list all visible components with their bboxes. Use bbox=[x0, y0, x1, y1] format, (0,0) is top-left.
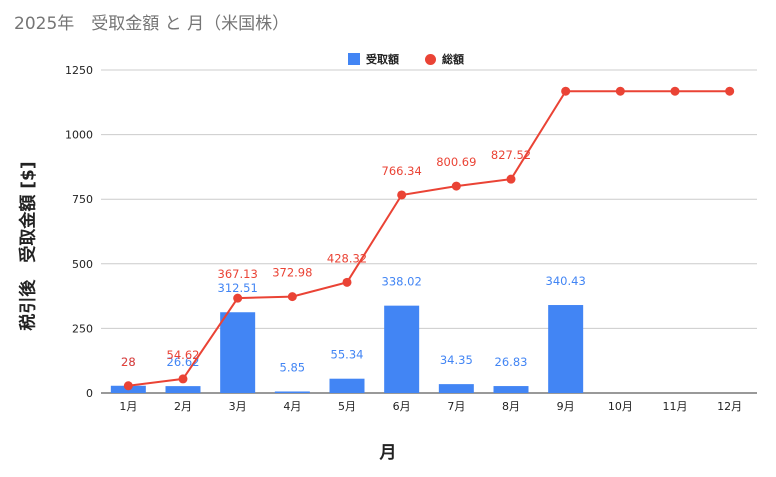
total-data-label-4: 428.32 bbox=[327, 251, 367, 265]
x-tick-label-4: 5月 bbox=[338, 400, 356, 413]
total-data-label-1: 54.62 bbox=[167, 348, 200, 362]
bar-4 bbox=[329, 378, 365, 393]
x-tick-label-8: 9月 bbox=[557, 400, 575, 413]
bar-data-label-4: 55.34 bbox=[331, 348, 364, 362]
bar-5 bbox=[384, 305, 420, 393]
y-axis-label: 税引後 受取金額 [$] bbox=[18, 161, 39, 331]
total-point-5 bbox=[397, 190, 407, 200]
bar-1 bbox=[165, 386, 201, 393]
bar-2 bbox=[220, 312, 256, 393]
total-point-1 bbox=[178, 374, 188, 384]
total-data-label-5: 766.34 bbox=[382, 164, 422, 178]
total-data-label-6: 800.69 bbox=[436, 155, 476, 169]
total-point-11 bbox=[725, 86, 735, 96]
total-data-label-2: 367.13 bbox=[218, 267, 258, 281]
y-tick-label-5: 1250 bbox=[65, 64, 93, 77]
x-tick-label-2: 3月 bbox=[229, 400, 247, 413]
total-point-2 bbox=[233, 293, 243, 303]
bar-data-label-0: 28 bbox=[121, 355, 136, 369]
bar-data-label-5: 338.02 bbox=[382, 275, 422, 289]
bar-7 bbox=[493, 386, 529, 393]
x-tick-label-5: 6月 bbox=[393, 400, 411, 413]
total-data-label-3: 372.98 bbox=[272, 266, 312, 280]
bar-data-label-6: 34.35 bbox=[440, 353, 473, 367]
bar-8 bbox=[548, 305, 584, 393]
y-tick-label-3: 750 bbox=[72, 193, 93, 206]
total-point-8 bbox=[561, 86, 571, 96]
y-tick-label-4: 1000 bbox=[65, 129, 93, 142]
x-tick-label-11: 12月 bbox=[717, 400, 742, 413]
y-tick-label-0: 0 bbox=[86, 387, 93, 400]
bar-data-label-1: 26.62 bbox=[167, 355, 200, 369]
legend: 受取額 総額 bbox=[348, 51, 464, 67]
bar-3 bbox=[274, 391, 310, 393]
bar-data-label-3: 5.85 bbox=[280, 360, 306, 374]
chart-title: 2025年 受取金額 と 月（米国株） bbox=[14, 14, 290, 34]
legend-swatch-bar bbox=[348, 53, 360, 65]
total-point-7 bbox=[506, 174, 516, 184]
legend-label-line: 総額 bbox=[442, 53, 464, 66]
total-point-4 bbox=[342, 277, 352, 287]
total-point-0 bbox=[123, 381, 133, 391]
x-axis-label: 月 bbox=[379, 443, 397, 463]
x-tick-label-6: 7月 bbox=[447, 400, 465, 413]
total-data-label-7: 827.52 bbox=[491, 148, 531, 162]
total-point-9 bbox=[615, 86, 625, 96]
y-tick-label-2: 500 bbox=[72, 258, 93, 271]
bar-data-label-7: 26.83 bbox=[495, 355, 528, 369]
x-tick-label-1: 2月 bbox=[174, 400, 192, 413]
legend-swatch-line bbox=[425, 53, 436, 65]
legend-label-bar: 受取額 bbox=[366, 53, 399, 66]
x-tick-label-7: 8月 bbox=[502, 400, 520, 413]
x-tick-label-0: 1月 bbox=[119, 400, 137, 413]
bar-6 bbox=[438, 384, 474, 393]
x-tick-label-10: 11月 bbox=[663, 400, 688, 413]
y-tick-label-1: 250 bbox=[72, 322, 93, 335]
x-tick-label-9: 10月 bbox=[608, 400, 633, 413]
total-data-label-0: 28 bbox=[121, 355, 136, 369]
x-tick-label-3: 4月 bbox=[283, 400, 301, 413]
bar-data-label-2: 312.51 bbox=[218, 281, 258, 295]
bar-data-label-8: 340.43 bbox=[546, 274, 586, 288]
total-point-3 bbox=[287, 292, 297, 302]
total-point-10 bbox=[670, 86, 680, 96]
total-point-6 bbox=[451, 181, 461, 191]
total-line bbox=[128, 90, 730, 387]
